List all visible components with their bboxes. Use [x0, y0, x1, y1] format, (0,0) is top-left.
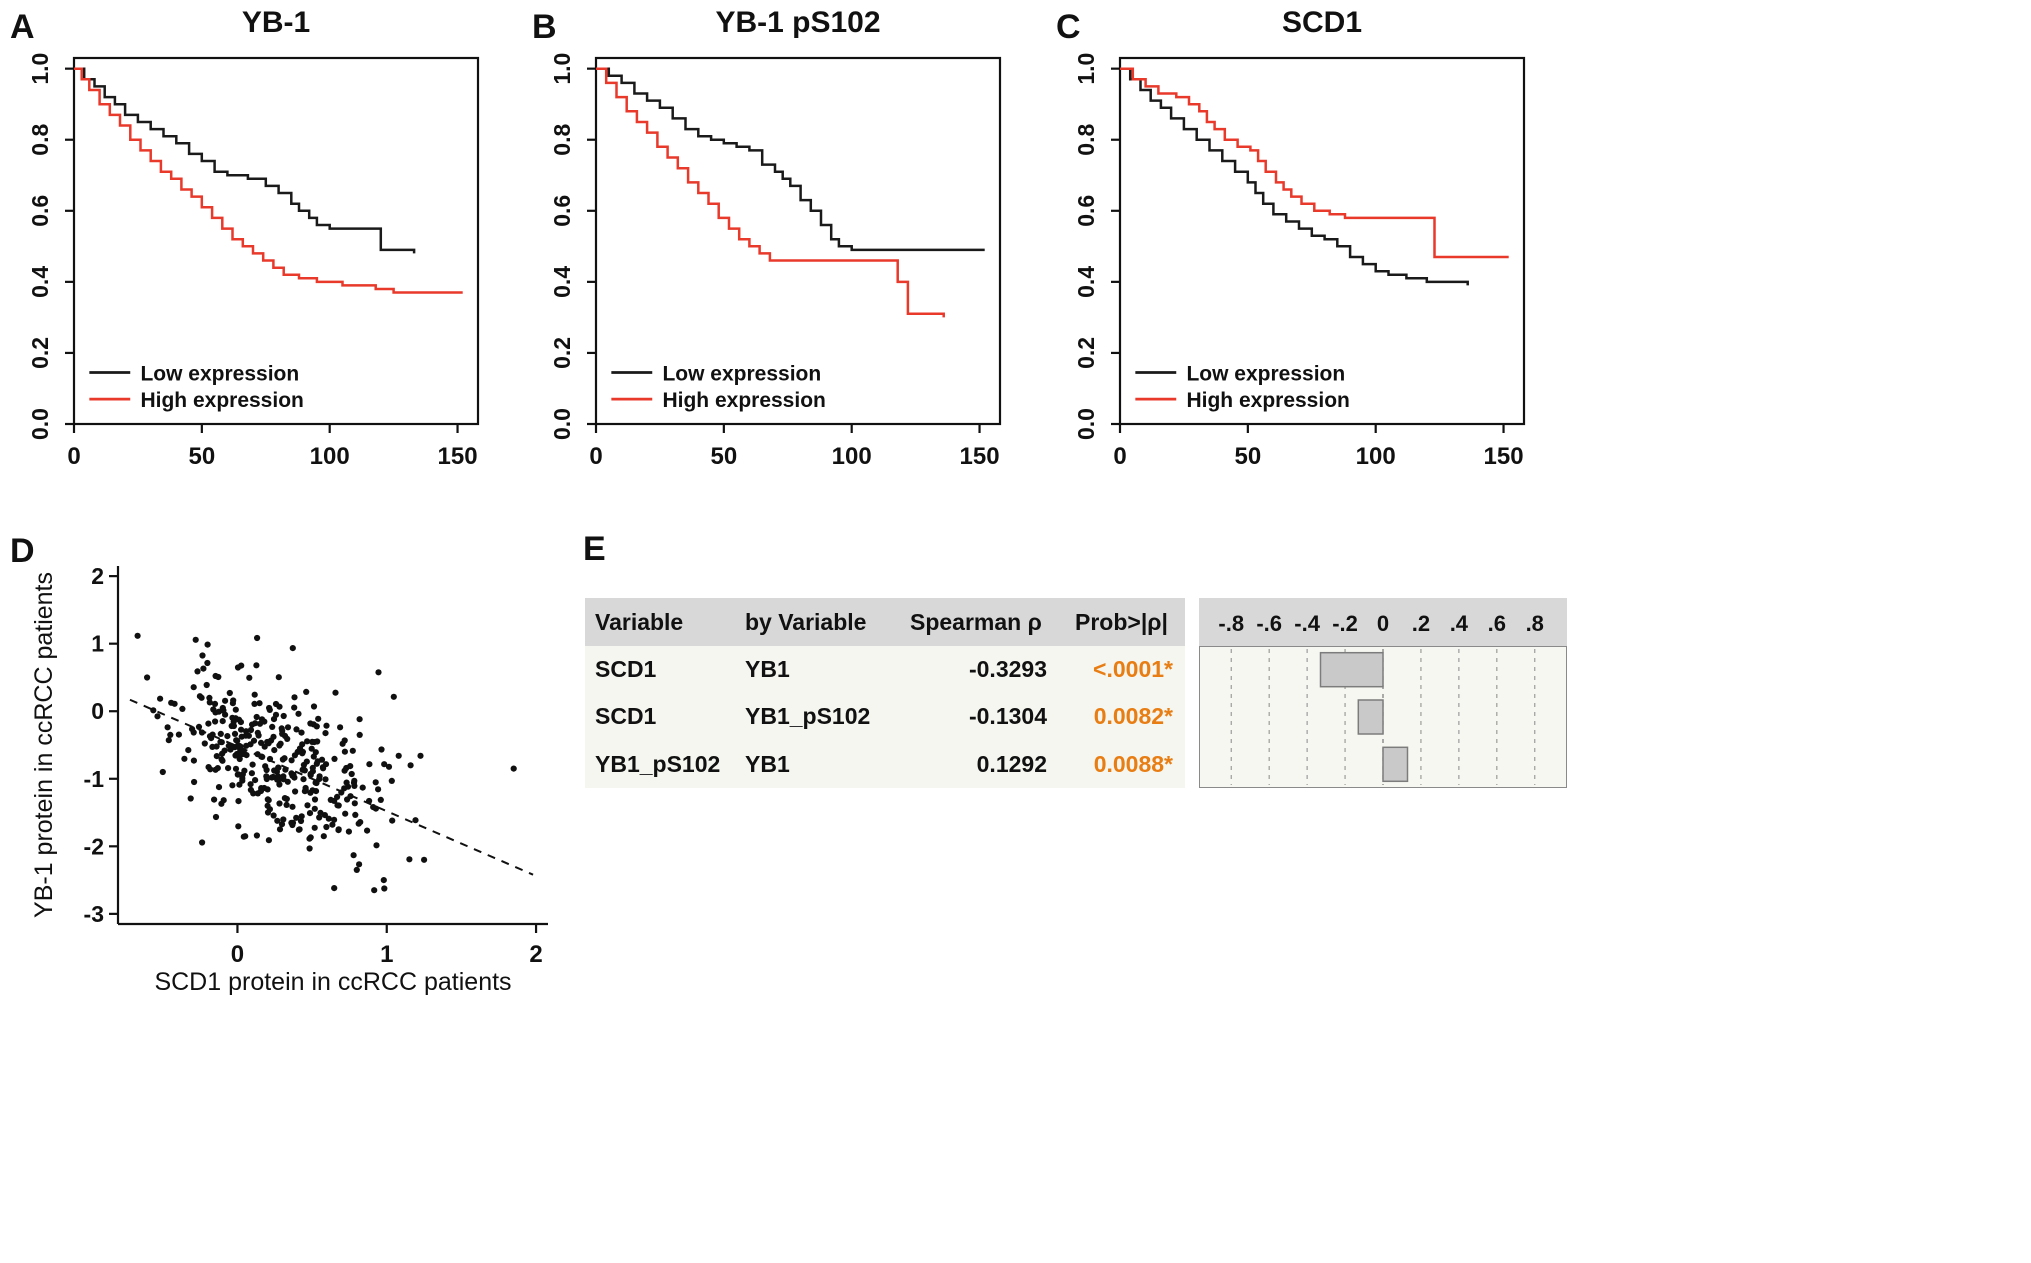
svg-text:SCD1 protein in ccRCC patients: SCD1 protein in ccRCC patients	[154, 968, 511, 996]
svg-text:.2: .2	[1412, 611, 1430, 636]
svg-text:0.2: 0.2	[27, 337, 53, 369]
correlation-table-wrap: Variable by Variable Spearman ρ Prob>|ρ|…	[585, 598, 1567, 788]
table-row-1-spearman: -0.1304	[900, 693, 1065, 741]
svg-text:0.6: 0.6	[549, 195, 575, 227]
panel-km-scd1: C SCD1 0 50 100 150 0.0 0.2 0.4 0.6 0.8 1.0 Low ex…	[1052, 6, 1567, 491]
svg-text:0.8: 0.8	[1073, 124, 1099, 156]
svg-text:0.0: 0.0	[549, 408, 575, 440]
panel-label-d: D	[10, 532, 35, 570]
table-row-0-spearman: -0.3293	[900, 646, 1065, 694]
svg-text:.6: .6	[1488, 611, 1506, 636]
svg-text:0: 0	[231, 941, 244, 968]
svg-text:0: 0	[1113, 443, 1126, 470]
svg-text:1.0: 1.0	[1073, 53, 1099, 85]
km-chart-scd1: 0 50 100 150 0.0 0.2 0.4 0.6 0.8 1.0 Low expressio…	[1073, 53, 1526, 470]
table-row-2-variable: YB1_pS102	[585, 740, 735, 788]
svg-text:150: 150	[960, 443, 1000, 470]
table-row-0-prob: <.0001*	[1065, 646, 1185, 694]
svg-text:2: 2	[91, 563, 104, 589]
svg-text:0.4: 0.4	[549, 266, 575, 298]
table-row-1-by-variable: YB1_pS102	[735, 693, 900, 741]
col-header-prob: Prob>|ρ|	[1065, 598, 1185, 646]
table-row-0-variable: SCD1	[585, 646, 735, 694]
panel-label-b: B	[532, 8, 557, 46]
chart-title-scd1: SCD1	[1281, 6, 1363, 39]
svg-text:-1: -1	[84, 766, 105, 792]
table-row-2-by-variable: YB1	[735, 740, 900, 788]
svg-text:-2: -2	[84, 833, 104, 859]
svg-text:1: 1	[380, 941, 393, 968]
svg-text:0.6: 0.6	[1073, 195, 1099, 227]
svg-text:-3: -3	[84, 901, 104, 927]
svg-text:0.0: 0.0	[1073, 408, 1099, 440]
svg-text:50: 50	[1234, 443, 1261, 470]
svg-text:150: 150	[1484, 443, 1524, 470]
svg-text:-.4: -.4	[1294, 611, 1320, 636]
svg-text:0.2: 0.2	[1073, 337, 1099, 369]
svg-text:0: 0	[91, 698, 104, 724]
svg-text:Low expression: Low expression	[1186, 362, 1345, 385]
svg-text:-.8: -.8	[1218, 611, 1244, 636]
spearman-bar-chart: -.8 -.6 -.4 -.2 0 .2 .4 .6 .8	[1199, 598, 1567, 788]
svg-text:100: 100	[832, 443, 872, 470]
svg-text:0: 0	[1377, 611, 1389, 636]
km-chart-yb1: 0 50 100 150 0.0 0.2 0.4 0.6 0.8 1.0 Low expressio…	[27, 53, 480, 470]
chart-title-yb1-ps102: YB-1 pS102	[715, 6, 881, 39]
svg-text:-.6: -.6	[1256, 611, 1282, 636]
panel-label-e: E	[583, 530, 606, 568]
correlation-table: Variable by Variable Spearman ρ Prob>|ρ|…	[585, 598, 1185, 788]
chart-title-yb1: YB-1	[241, 6, 311, 39]
svg-text:0.4: 0.4	[1073, 266, 1099, 298]
scatter-chart-scd1-vs-yb1: 0 1 2 -3 -2 -1 0 1 2 SCD1 protein in ccRCC patien…	[30, 563, 548, 996]
svg-text:2: 2	[529, 941, 542, 968]
svg-text:High expression: High expression	[1186, 389, 1349, 412]
col-header-by-variable: by Variable	[735, 598, 900, 646]
svg-text:1.0: 1.0	[27, 53, 53, 85]
panel-km-yb1-ps102: B YB-1 pS102 0 50 100 150 0.0 0.2 0.4 0.6 0.8 1.0…	[528, 6, 1043, 491]
svg-text:0.0: 0.0	[27, 408, 53, 440]
svg-text:0.8: 0.8	[27, 124, 53, 156]
table-row-2-prob: 0.0088*	[1065, 740, 1185, 788]
svg-text:1: 1	[91, 631, 104, 657]
panel-label-a: A	[10, 8, 35, 46]
svg-text:50: 50	[188, 443, 215, 470]
svg-text:High expression: High expression	[140, 389, 303, 412]
svg-text:High expression: High expression	[662, 389, 825, 412]
table-row-1-prob: 0.0082*	[1065, 693, 1185, 741]
svg-text:Low expression: Low expression	[662, 362, 821, 385]
svg-text:100: 100	[1356, 443, 1396, 470]
svg-text:50: 50	[710, 443, 737, 470]
svg-text:0: 0	[67, 443, 80, 470]
svg-text:150: 150	[438, 443, 478, 470]
table-row-1-variable: SCD1	[585, 693, 735, 741]
svg-text:0.8: 0.8	[549, 124, 575, 156]
panel-scatter: D 0 1 2 -3 -2 -1 0 1 2 SCD1 protein in ccRCC pati…	[6, 524, 581, 1004]
svg-text:.4: .4	[1450, 611, 1469, 636]
svg-text:0: 0	[589, 443, 602, 470]
svg-text:YB-1 protein in ccRCC patients: YB-1 protein in ccRCC patients	[30, 572, 58, 918]
panel-correlation-table: E Variable by Variable Spearman ρ Prob>|…	[575, 524, 1585, 824]
km-chart-yb1-ps102: 0 50 100 150 0.0 0.2 0.4 0.6 0.8 1.0 Low expressio…	[549, 53, 1002, 470]
table-row-0-by-variable: YB1	[735, 646, 900, 694]
panel-km-yb1: A YB-1 0 50 100 150 0.0 0.2 0.4 0.6 0.8 1.0 Low ex…	[6, 6, 521, 491]
svg-text:0.6: 0.6	[27, 195, 53, 227]
svg-text:Low expression: Low expression	[140, 362, 299, 385]
table-row-2-spearman: 0.1292	[900, 740, 1065, 788]
svg-text:.8: .8	[1526, 611, 1544, 636]
svg-text:1.0: 1.0	[549, 53, 575, 85]
col-header-spearman-rho: Spearman ρ	[900, 598, 1065, 646]
col-header-variable: Variable	[585, 598, 735, 646]
svg-text:-.2: -.2	[1332, 611, 1358, 636]
svg-text:100: 100	[310, 443, 350, 470]
svg-text:0.4: 0.4	[27, 266, 53, 298]
svg-text:0.2: 0.2	[549, 337, 575, 369]
panel-label-c: C	[1056, 8, 1081, 46]
